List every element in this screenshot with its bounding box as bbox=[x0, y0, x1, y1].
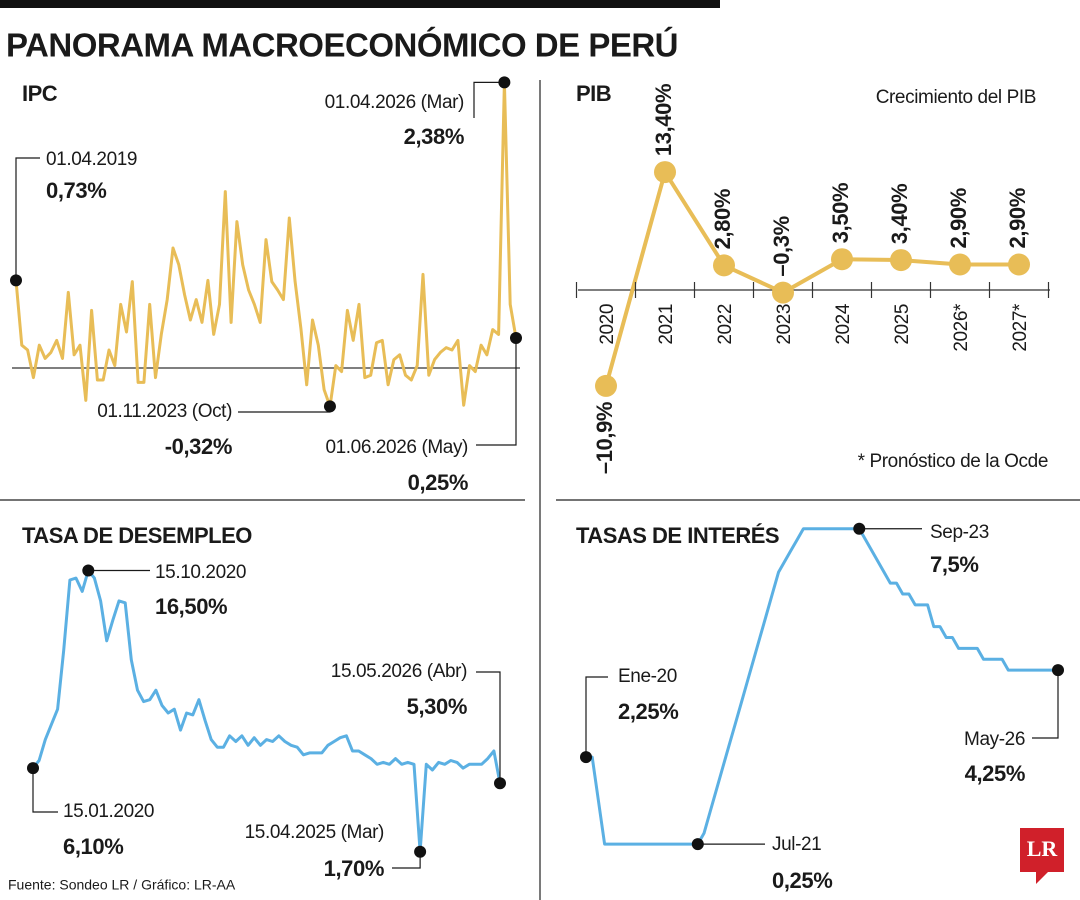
annotation-date: 01.04.2019 bbox=[46, 149, 137, 170]
chart-note: * Pronóstico de la Ocde bbox=[858, 451, 1048, 472]
data-point bbox=[595, 374, 617, 397]
value-label: 6,10% bbox=[63, 834, 123, 859]
value-label: 0,25% bbox=[772, 868, 832, 893]
annotation-date: Jul-21 bbox=[772, 834, 821, 855]
data-point bbox=[494, 777, 506, 790]
annotation-date: 01.06.2026 (May) bbox=[325, 437, 468, 458]
data-line bbox=[14, 80, 518, 408]
leader-line bbox=[476, 671, 501, 784]
value-label: 16,50% bbox=[155, 594, 227, 619]
data-point bbox=[510, 332, 522, 344]
leader-line bbox=[476, 338, 517, 446]
data-point bbox=[27, 762, 39, 775]
leader-line bbox=[585, 676, 608, 758]
chart-title: TASA DE DESEMPLEO bbox=[22, 523, 252, 548]
page-title: PANORAMA MACROECONÓMICO DE PERÚ bbox=[6, 27, 678, 64]
x-tick-label: 2021 bbox=[656, 304, 677, 345]
value-label: 1,70% bbox=[324, 856, 384, 881]
value-label: 2,38% bbox=[404, 124, 464, 149]
data-point bbox=[691, 838, 704, 851]
x-tick-label: 2020 bbox=[597, 304, 618, 345]
x-tick-label: 2023 bbox=[774, 304, 795, 345]
annotation-date: Ene-20 bbox=[618, 666, 677, 687]
data-point bbox=[949, 253, 971, 276]
leader-line bbox=[473, 81, 505, 118]
data-point bbox=[772, 281, 794, 304]
data-point bbox=[498, 76, 511, 89]
value-label: 0,25% bbox=[408, 470, 468, 495]
data-point bbox=[82, 564, 95, 577]
x-tick-label: 2022 bbox=[715, 304, 736, 345]
value-label: 2,25% bbox=[618, 699, 678, 724]
data-point bbox=[580, 751, 592, 764]
value-label: 2,80% bbox=[710, 189, 735, 249]
value-label: 3,40% bbox=[887, 184, 912, 244]
data-point bbox=[10, 274, 22, 287]
leader-line bbox=[1032, 670, 1059, 739]
x-tick-label: 2024 bbox=[833, 303, 854, 345]
source: Fuente: Sondeo LR / Gráfico: LR-AA bbox=[8, 877, 236, 893]
leader-line bbox=[32, 768, 58, 813]
annotation-date: 15.04.2025 (Mar) bbox=[245, 822, 384, 843]
chart-subtitle: Crecimiento del PIB bbox=[876, 87, 1036, 108]
data-point bbox=[1052, 664, 1064, 677]
annotation-date: 15.10.2020 bbox=[155, 562, 246, 583]
chart-title: TASAS DE INTERÉS bbox=[576, 523, 779, 548]
value-label: 0,73% bbox=[46, 178, 106, 203]
annotation-date: May-26 bbox=[964, 729, 1025, 750]
data-point bbox=[853, 522, 866, 535]
data-point bbox=[831, 248, 853, 271]
annotation-date: 15.05.2026 (Abr) bbox=[331, 661, 467, 682]
value-label: 3,50% bbox=[828, 183, 853, 243]
data-point bbox=[654, 161, 676, 184]
value-label: 4,25% bbox=[965, 761, 1025, 786]
annotation-date: Sep-23 bbox=[930, 522, 989, 543]
logo: LR bbox=[1020, 828, 1064, 884]
data-point bbox=[1008, 253, 1030, 276]
value-label: 5,30% bbox=[407, 694, 467, 719]
logo-text: LR bbox=[1027, 836, 1059, 861]
value-label: –10,9% bbox=[592, 402, 617, 474]
annotation-date: 01.11.2023 (Oct) bbox=[97, 401, 232, 422]
logo-box bbox=[1020, 828, 1064, 872]
data-point bbox=[890, 249, 912, 272]
leader-line bbox=[238, 406, 331, 413]
annotation-date: 15.01.2020 bbox=[63, 801, 154, 822]
data-point bbox=[414, 845, 427, 858]
top-bar bbox=[0, 0, 720, 8]
value-label: 13,40% bbox=[651, 84, 676, 156]
data-point bbox=[713, 254, 735, 277]
x-tick-label: 2025 bbox=[892, 304, 913, 345]
value-label: –0,3% bbox=[769, 216, 794, 276]
chart-title: PIB bbox=[576, 81, 611, 106]
chart-title: IPC bbox=[22, 81, 58, 106]
data-line bbox=[31, 569, 502, 854]
value-label: 2,90% bbox=[1005, 188, 1030, 248]
x-tick-label: 2026* bbox=[951, 303, 972, 352]
data-line bbox=[586, 527, 1058, 846]
value-label: -0,32% bbox=[165, 434, 232, 459]
x-tick-label: 2027* bbox=[1010, 303, 1031, 352]
data-point bbox=[323, 400, 336, 413]
value-label: 7,5% bbox=[930, 552, 979, 577]
annotation-date: 01.04.2026 (Mar) bbox=[325, 92, 464, 113]
value-label: 2,90% bbox=[946, 188, 971, 248]
leader-line bbox=[15, 157, 40, 281]
logo-tail bbox=[1036, 872, 1048, 884]
